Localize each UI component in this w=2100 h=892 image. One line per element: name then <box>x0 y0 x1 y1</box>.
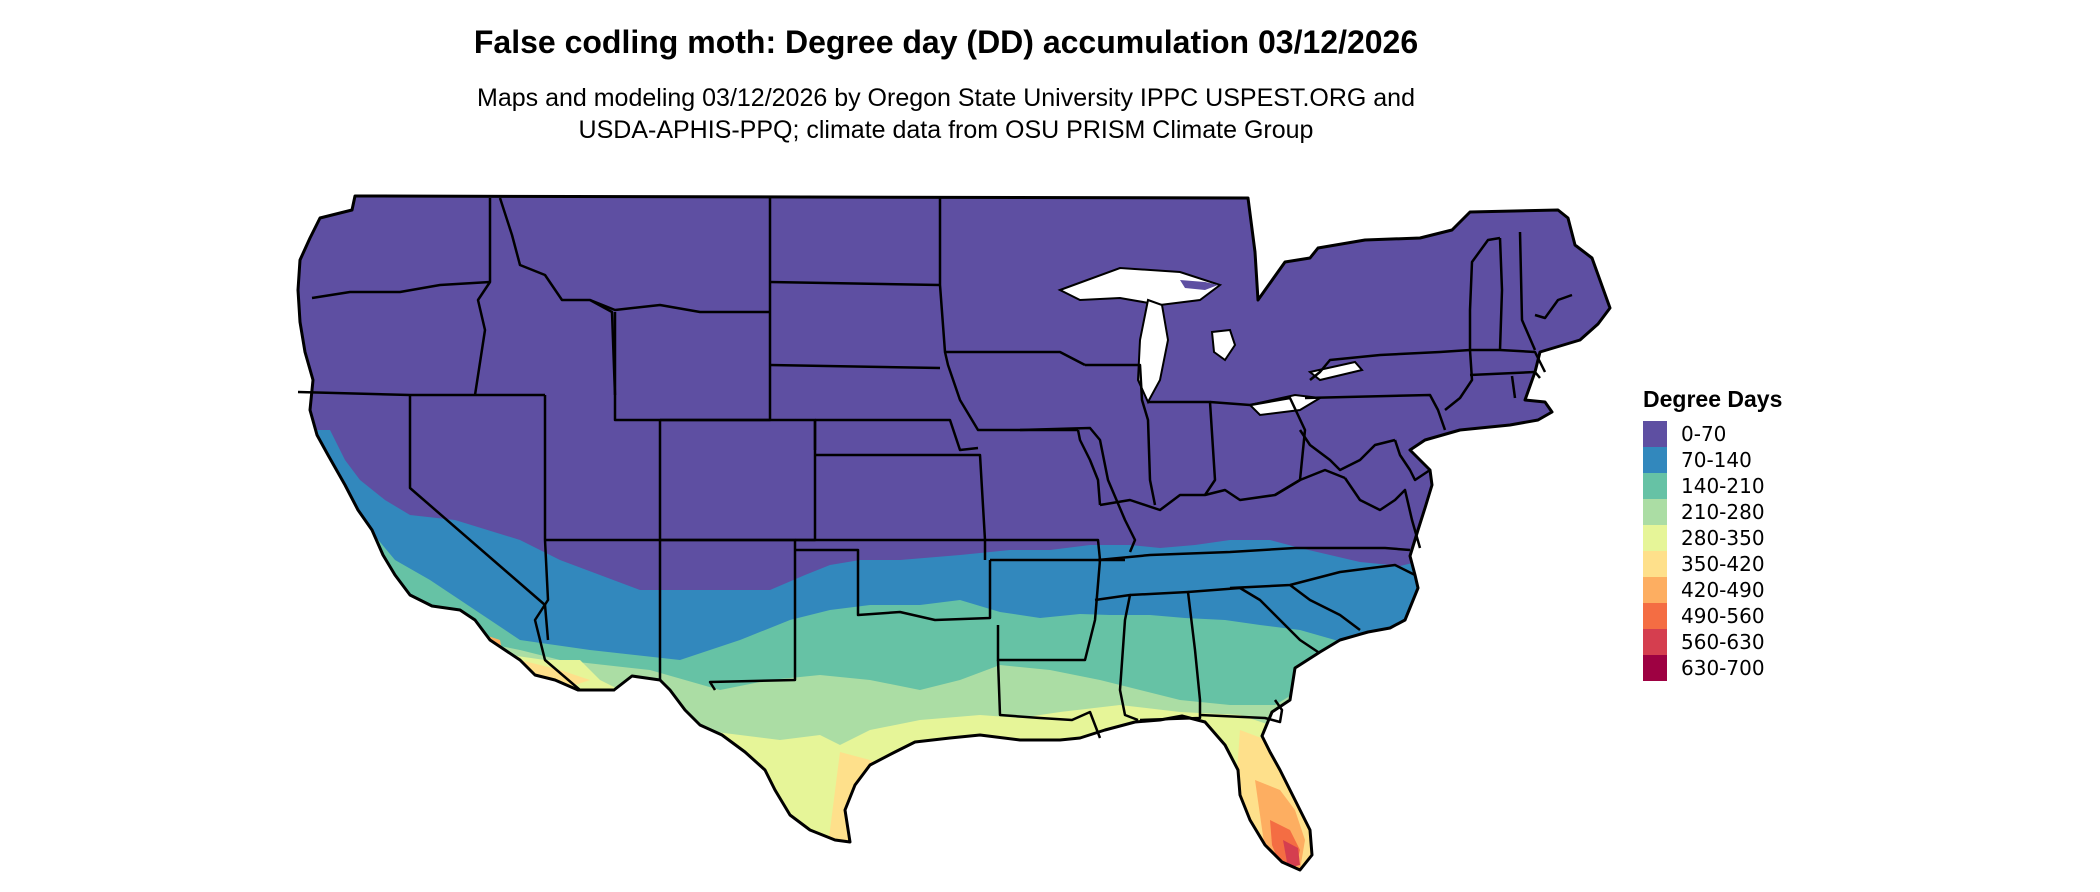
legend-item: 280-350 <box>1643 525 1903 551</box>
legend-label: 70-140 <box>1681 448 1752 472</box>
degree-day-raster <box>298 196 1610 870</box>
legend-item: 140-210 <box>1643 473 1903 499</box>
legend-swatch <box>1643 499 1667 525</box>
legend-label: 280-350 <box>1681 526 1765 550</box>
legend-label: 560-630 <box>1681 630 1765 654</box>
legend-item: 210-280 <box>1643 499 1903 525</box>
legend-label: 140-210 <box>1681 474 1765 498</box>
legend-swatch <box>1643 577 1667 603</box>
legend-label: 490-560 <box>1681 604 1765 628</box>
subtitle-line-1: Maps and modeling 03/12/2026 by Oregon S… <box>477 84 1415 112</box>
legend-swatch <box>1643 525 1667 551</box>
legend-item: 630-700 <box>1643 655 1903 681</box>
legend-label: 420-490 <box>1681 578 1765 602</box>
legend-title: Degree Days <box>1643 386 1783 412</box>
legend: Degree Days 0-70 70-140 140-210 210-280 280-… <box>1643 386 1903 681</box>
legend-label: 630-700 <box>1681 656 1765 680</box>
legend-label: 0-70 <box>1681 422 1727 446</box>
subtitle-line-2: USDA-APHIS-PPQ; climate data from OSU PR… <box>578 116 1314 144</box>
legend-swatch <box>1643 447 1667 473</box>
legend-swatch <box>1643 473 1667 499</box>
legend-item: 560-630 <box>1643 629 1903 655</box>
legend-item: 70-140 <box>1643 447 1903 473</box>
legend-items: 0-70 70-140 140-210 210-280 280-350 350-420 42… <box>1643 421 1903 681</box>
legend-item: 420-490 <box>1643 577 1903 603</box>
legend-item: 350-420 <box>1643 551 1903 577</box>
legend-swatch <box>1643 421 1667 447</box>
us-degree-day-map <box>296 194 1612 872</box>
map-title: False codling moth: Degree day (DD) accu… <box>473 24 1419 60</box>
legend-swatch <box>1643 603 1667 629</box>
legend-label: 210-280 <box>1681 500 1765 524</box>
state-boundaries <box>297 197 1573 739</box>
legend-swatch <box>1643 551 1667 577</box>
legend-item: 490-560 <box>1643 603 1903 629</box>
legend-item: 0-70 <box>1643 421 1903 447</box>
legend-swatch <box>1643 629 1667 655</box>
legend-swatch <box>1643 655 1667 681</box>
map-subtitle: Maps and modeling 03/12/2026 by Oregon S… <box>0 82 1892 146</box>
legend-label: 350-420 <box>1681 552 1765 576</box>
